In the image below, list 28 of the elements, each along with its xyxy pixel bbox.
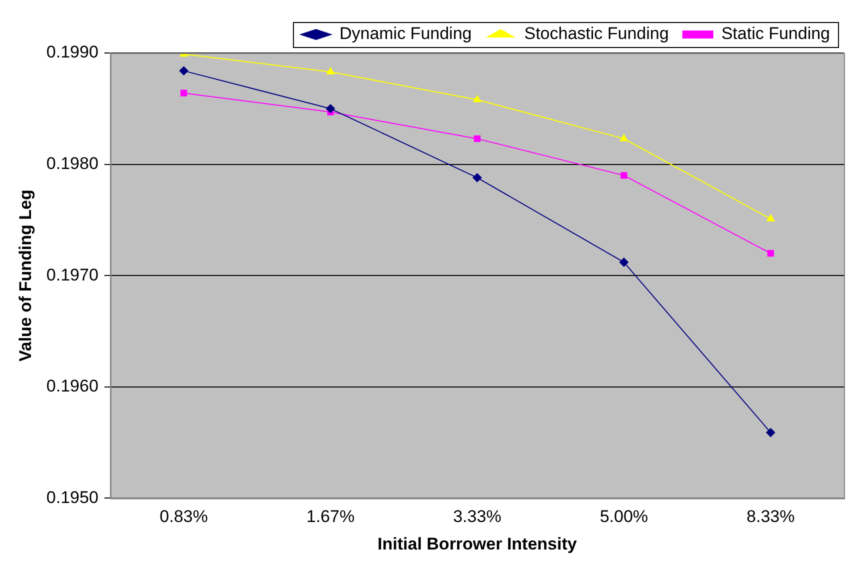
- point: [472, 173, 482, 182]
- y-tick-label: 0.1970: [46, 265, 98, 284]
- y-axis-title: Value of Funding Leg: [16, 190, 35, 362]
- x-tick-label: 1.67%: [306, 507, 355, 526]
- x-axis-title: Initial Borrower Intensity: [378, 534, 578, 554]
- point: [180, 90, 188, 96]
- y-tick-label: 0.1990: [46, 42, 98, 62]
- point: [619, 258, 628, 267]
- x-tick-label: 5.00%: [600, 507, 648, 526]
- point: [766, 214, 775, 222]
- legend-label: Dynamic Funding: [339, 24, 472, 44]
- point: [767, 250, 774, 257]
- point: [179, 66, 188, 76]
- point: [766, 428, 776, 438]
- x-tick-label: 8.33%: [746, 507, 795, 526]
- point: [474, 135, 481, 142]
- x-tick-label: 3.33%: [453, 507, 502, 526]
- point: [326, 104, 335, 114]
- legend-label: Static Funding: [721, 24, 830, 44]
- y-tick-label: 0.1960: [46, 376, 98, 396]
- x-tick-label: 0.83%: [160, 507, 208, 526]
- legend-label: Stochastic Funding: [524, 24, 669, 44]
- point: [620, 134, 628, 142]
- y-tick-label: 0.1980: [46, 154, 98, 173]
- point: [620, 172, 628, 179]
- point: [473, 95, 482, 102]
- point: [326, 67, 334, 74]
- y-tick-label: 0.1950: [46, 488, 98, 507]
